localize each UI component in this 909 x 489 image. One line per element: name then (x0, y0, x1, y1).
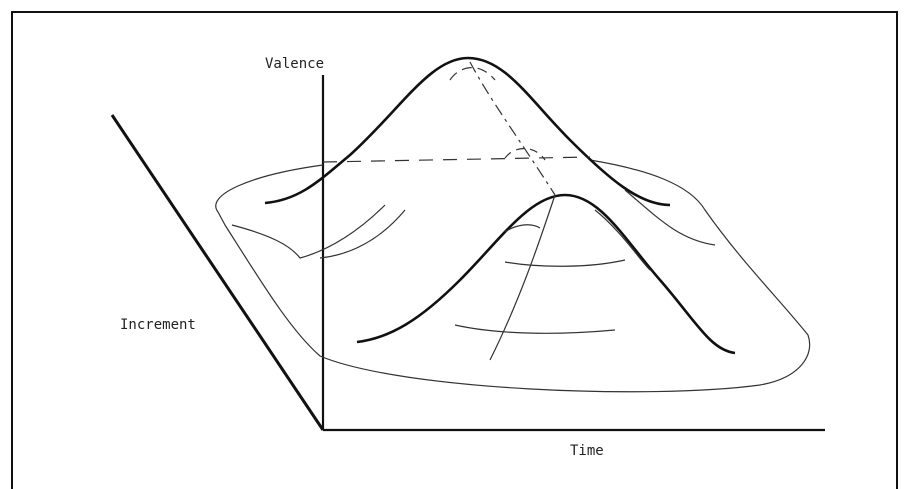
contour (504, 224, 541, 233)
back-curve (264, 56, 671, 207)
contour (319, 209, 406, 259)
valence-label: Valence (265, 56, 324, 72)
dashed-line (322, 156, 591, 163)
dash-dot-line (469, 61, 556, 196)
dashed-arc-2 (504, 147, 546, 161)
contour (624, 189, 716, 246)
increment-label: Increment (120, 317, 196, 333)
contour (504, 259, 626, 267)
increment-axis (110, 114, 325, 431)
contour (231, 204, 386, 259)
front-curve (356, 193, 736, 355)
contour (594, 209, 651, 271)
surface-outline (215, 159, 811, 393)
time-label: Time (570, 443, 604, 459)
dashed-arc (449, 67, 496, 81)
contour (454, 324, 616, 334)
ridge-line (489, 194, 556, 361)
frame (11, 11, 898, 489)
